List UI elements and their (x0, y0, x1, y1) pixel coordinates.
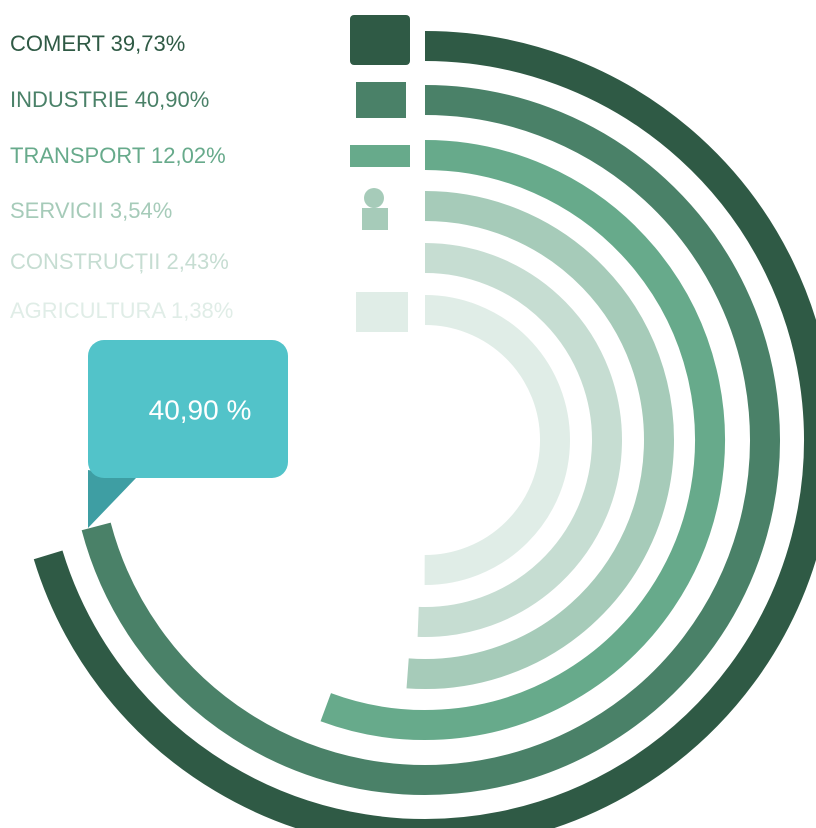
tooltip: 40,90 % (88, 340, 288, 528)
category-name: TRANSPORT (10, 143, 145, 168)
tooltip-box (88, 340, 288, 478)
icon-register (350, 15, 410, 65)
value-label: 1,38% (171, 298, 233, 323)
legend-label: INDUSTRIE 40,90% (10, 87, 209, 112)
icon-wheat (356, 292, 408, 332)
arc-bar (320, 140, 725, 740)
tooltip-text: 40,90 % (149, 394, 252, 425)
value-label: 12,02% (151, 143, 226, 168)
arc-bar (81, 85, 780, 795)
category-name: AGRICULTURA (10, 298, 166, 323)
icon-waiter (364, 188, 384, 208)
arc-bar (424, 295, 570, 585)
icon-waiter-body (362, 208, 388, 230)
arc-bar (417, 243, 622, 637)
category-name: INDUSTRIE (10, 87, 129, 112)
value-label: 3,54% (110, 198, 172, 223)
icon-ship (350, 145, 410, 167)
legend-label: AGRICULTURA 1,38% (10, 298, 233, 323)
arc-bar (406, 191, 674, 689)
tooltip-tail (88, 470, 136, 528)
category-name: CONSTRUCȚII (10, 249, 160, 274)
value-label: 40,90% (135, 87, 210, 112)
value-label: 2,43% (166, 249, 228, 274)
icon-factory (356, 82, 406, 118)
legend-label: CONSTRUCȚII 2,43% (10, 249, 229, 274)
value-label: 39,73% (111, 31, 186, 56)
legend-label: COMERT 39,73% (10, 31, 185, 56)
category-name: SERVICII (10, 198, 104, 223)
category-name: COMERT (10, 31, 105, 56)
legend-label: SERVICII 3,54% (10, 198, 172, 223)
arc-bar (33, 31, 816, 828)
legend-label: TRANSPORT 12,02% (10, 143, 226, 168)
icons (350, 15, 410, 332)
